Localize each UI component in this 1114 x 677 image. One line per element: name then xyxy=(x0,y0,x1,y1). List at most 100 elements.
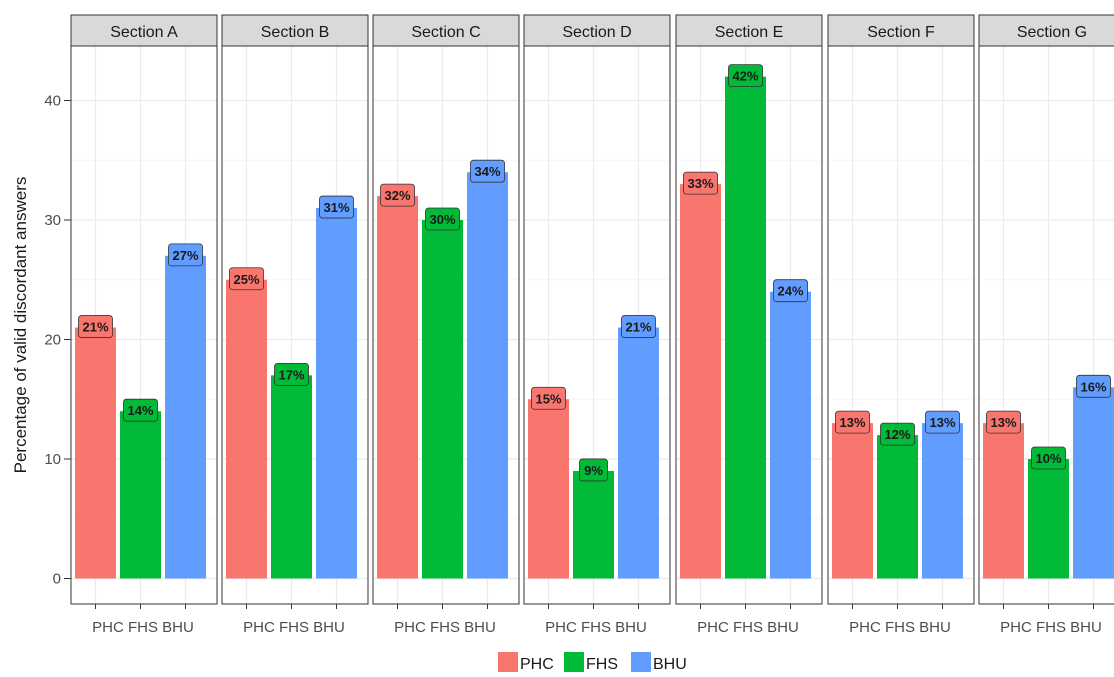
data-label: 17% xyxy=(278,367,304,382)
panel-border xyxy=(70,45,218,605)
facet-strip xyxy=(523,14,671,47)
data-label: 30% xyxy=(429,212,455,227)
data-label-box xyxy=(986,410,1021,434)
bar-phc xyxy=(832,423,873,579)
chart-panels: Section A 21% 14% 27% PHC FHS BHU Section B 25… xyxy=(70,14,1114,636)
bar-fhs xyxy=(422,220,463,579)
data-label: 10% xyxy=(1035,451,1061,466)
data-label-box xyxy=(274,362,309,386)
facet-strip-label: Section F xyxy=(867,24,935,41)
data-label: 13% xyxy=(839,415,865,430)
panel-border xyxy=(827,45,975,605)
facet-strip xyxy=(70,14,218,47)
facet-strip xyxy=(221,14,369,47)
bar-bhu xyxy=(618,327,659,579)
facet-strip-label: Section C xyxy=(411,24,480,41)
bar-phc xyxy=(226,279,267,579)
y-tick-label: 30 xyxy=(44,212,61,229)
data-label: 33% xyxy=(687,176,713,191)
data-label-box xyxy=(728,64,763,87)
data-label: 42% xyxy=(732,69,758,84)
facet-strip-label: Section G xyxy=(1017,24,1087,41)
data-label-box xyxy=(425,207,460,231)
data-label-box xyxy=(380,183,415,207)
legend-label-bhu: BHU xyxy=(653,656,687,673)
bar-bhu xyxy=(1073,387,1114,579)
data-label-box xyxy=(319,195,354,219)
data-label: 14% xyxy=(127,403,153,418)
data-label-box xyxy=(470,159,505,183)
data-label-box xyxy=(1076,374,1111,398)
data-label: 12% xyxy=(884,427,910,442)
data-label-box xyxy=(1031,446,1066,470)
data-label-box xyxy=(880,422,915,446)
facet-panel: Section F 13% 12% 13% PHC FHS BHU xyxy=(827,14,975,636)
data-label-box xyxy=(621,315,656,338)
x-category-labels: PHC FHS BHU xyxy=(849,619,951,636)
legend-swatch-phc xyxy=(498,652,518,672)
legend: PHC FHS BHU xyxy=(498,652,687,673)
y-axis-title: Percentage of valid discordant answers xyxy=(11,177,30,474)
data-label-box xyxy=(78,315,113,338)
data-label-box xyxy=(579,458,608,482)
panel-border xyxy=(221,45,369,605)
bar-bhu xyxy=(770,291,811,579)
data-label-box xyxy=(168,243,203,267)
facet-panel: Section B 25% 17% 31% PHC FHS BHU xyxy=(221,14,369,636)
data-label: 31% xyxy=(323,200,349,215)
data-label: 9% xyxy=(584,463,603,478)
bar-fhs xyxy=(573,470,614,579)
x-category-labels: PHC FHS BHU xyxy=(1000,619,1102,636)
legend-label-phc: PHC xyxy=(520,656,554,673)
facet-strip-label: Section A xyxy=(110,24,178,41)
legend-label-fhs: FHS xyxy=(586,656,618,673)
data-label: 15% xyxy=(535,391,561,406)
bar-fhs xyxy=(120,411,161,579)
legend-swatch-bhu xyxy=(631,652,651,672)
facet-strip xyxy=(827,14,975,47)
data-label: 27% xyxy=(172,248,198,263)
x-category-labels: PHC FHS BHU xyxy=(394,619,496,636)
facet-strip-label: Section E xyxy=(715,24,783,41)
facet-panel: Section A 21% 14% 27% PHC FHS BHU xyxy=(70,14,218,636)
data-label-box xyxy=(773,279,808,303)
bar-bhu xyxy=(922,423,963,579)
data-label-box xyxy=(123,398,158,422)
bar-phc xyxy=(377,196,418,579)
panel-border xyxy=(523,45,671,605)
panel-border xyxy=(675,45,823,605)
data-label: 34% xyxy=(474,164,500,179)
data-label-box xyxy=(925,410,960,434)
facet-panel: Section E 33% 42% 24% PHC FHS BHU xyxy=(675,14,823,636)
bar-phc xyxy=(983,423,1024,579)
data-label: 16% xyxy=(1080,379,1106,394)
bar-phc xyxy=(528,399,569,579)
data-label-box xyxy=(835,410,870,434)
data-label-box xyxy=(229,267,264,291)
y-axis: 0 10 20 30 40 xyxy=(44,93,71,588)
bar-fhs xyxy=(725,76,766,579)
y-tick-label: 20 xyxy=(44,332,61,349)
y-tick-label: 0 xyxy=(53,571,61,588)
data-label: 13% xyxy=(929,415,955,430)
facet-strip-label: Section D xyxy=(562,24,631,41)
bar-fhs xyxy=(877,435,918,579)
data-label: 13% xyxy=(990,415,1016,430)
facet-panel: Section C 32% 30% 34% PHC FHS BHU xyxy=(372,14,520,636)
facet-panel: Section G 13% 10% 16% PHC FHS BHU xyxy=(978,14,1114,636)
x-category-labels: PHC FHS BHU xyxy=(92,619,194,636)
data-label: 32% xyxy=(384,188,410,203)
x-category-labels: PHC FHS BHU xyxy=(697,619,799,636)
data-label: 24% xyxy=(777,284,803,299)
data-label: 21% xyxy=(82,320,108,335)
data-label-box xyxy=(531,386,566,410)
facet-strip xyxy=(675,14,823,47)
y-tick-label: 10 xyxy=(44,451,61,468)
bar-bhu xyxy=(165,255,206,579)
bar-fhs xyxy=(1028,459,1069,579)
x-category-labels: PHC FHS BHU xyxy=(243,619,345,636)
panel-border xyxy=(372,45,520,605)
x-category-labels: PHC FHS BHU xyxy=(545,619,647,636)
data-label-box xyxy=(683,171,718,195)
